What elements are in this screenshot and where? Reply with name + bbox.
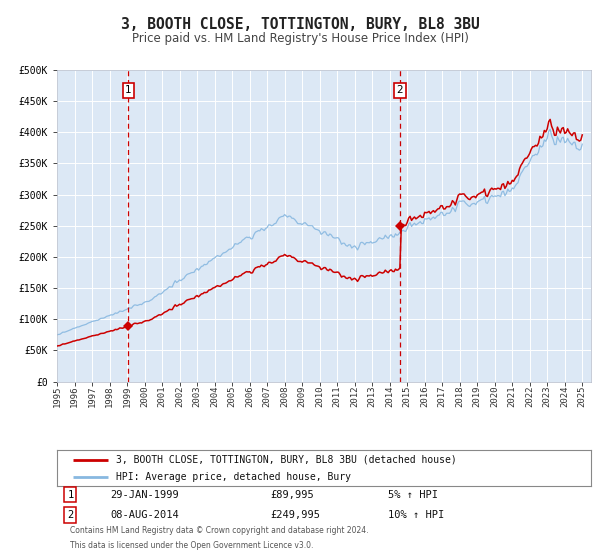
Text: 2004: 2004 <box>210 385 219 407</box>
Text: 1998: 1998 <box>105 385 114 407</box>
Text: 2017: 2017 <box>437 385 446 407</box>
Text: 3, BOOTH CLOSE, TOTTINGTON, BURY, BL8 3BU: 3, BOOTH CLOSE, TOTTINGTON, BURY, BL8 3B… <box>121 17 479 32</box>
Text: 2002: 2002 <box>175 385 184 407</box>
Text: 29-JAN-1999: 29-JAN-1999 <box>110 489 179 500</box>
Text: 10% ↑ HPI: 10% ↑ HPI <box>388 510 445 520</box>
Text: 2019: 2019 <box>473 385 482 407</box>
Text: HPI: Average price, detached house, Bury: HPI: Average price, detached house, Bury <box>116 472 351 482</box>
Text: 2025: 2025 <box>578 385 587 407</box>
Text: Contains HM Land Registry data © Crown copyright and database right 2024.: Contains HM Land Registry data © Crown c… <box>70 526 369 535</box>
Text: 2011: 2011 <box>332 385 341 407</box>
Text: 2009: 2009 <box>298 385 307 407</box>
Text: 2012: 2012 <box>350 385 359 407</box>
Text: 08-AUG-2014: 08-AUG-2014 <box>110 510 179 520</box>
Text: 2005: 2005 <box>227 385 236 407</box>
Text: 1: 1 <box>125 85 132 95</box>
Text: 2003: 2003 <box>193 385 202 407</box>
Text: £89,995: £89,995 <box>271 489 314 500</box>
Text: 2013: 2013 <box>368 385 377 407</box>
Text: 1999: 1999 <box>122 385 131 407</box>
Text: 2001: 2001 <box>158 385 167 407</box>
Text: 2006: 2006 <box>245 385 254 407</box>
Text: 2015: 2015 <box>403 385 412 407</box>
Text: 2016: 2016 <box>420 385 429 407</box>
Text: 2023: 2023 <box>543 385 552 407</box>
Text: 2021: 2021 <box>508 385 517 407</box>
Text: 2008: 2008 <box>280 385 289 407</box>
Text: 2014: 2014 <box>385 385 394 407</box>
Text: 1: 1 <box>67 489 73 500</box>
Text: 2022: 2022 <box>525 385 534 407</box>
Text: 3, BOOTH CLOSE, TOTTINGTON, BURY, BL8 3BU (detached house): 3, BOOTH CLOSE, TOTTINGTON, BURY, BL8 3B… <box>116 455 457 465</box>
Text: 2000: 2000 <box>140 385 149 407</box>
Text: 2020: 2020 <box>490 385 499 407</box>
Text: 2010: 2010 <box>315 385 324 407</box>
Text: 2007: 2007 <box>263 385 272 407</box>
Text: 2: 2 <box>397 85 403 95</box>
Text: 2: 2 <box>67 510 73 520</box>
Text: 1995: 1995 <box>53 385 62 407</box>
Text: 5% ↑ HPI: 5% ↑ HPI <box>388 489 438 500</box>
Text: 1996: 1996 <box>70 385 79 407</box>
Text: £249,995: £249,995 <box>271 510 320 520</box>
Text: 2018: 2018 <box>455 385 464 407</box>
Text: 2024: 2024 <box>560 385 569 407</box>
Text: This data is licensed under the Open Government Licence v3.0.: This data is licensed under the Open Gov… <box>70 542 314 550</box>
Text: 1997: 1997 <box>88 385 97 407</box>
Text: Price paid vs. HM Land Registry's House Price Index (HPI): Price paid vs. HM Land Registry's House … <box>131 32 469 45</box>
